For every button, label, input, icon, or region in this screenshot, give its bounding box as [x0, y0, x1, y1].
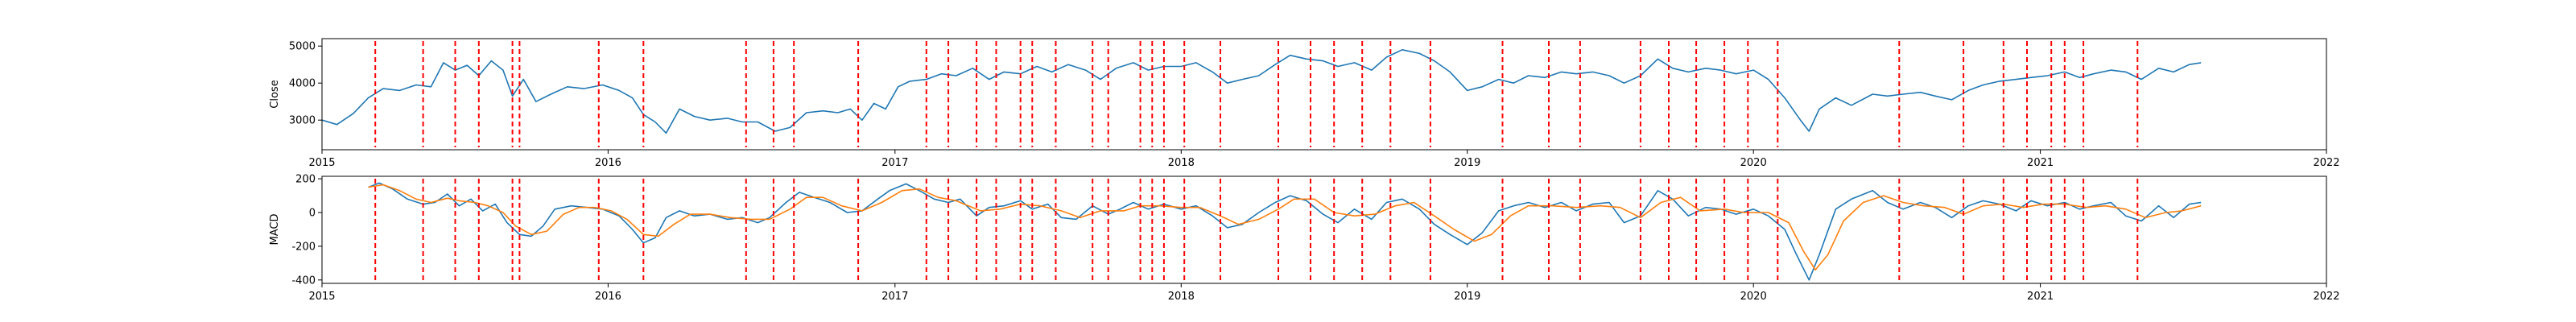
- y-tick-label: -200: [291, 241, 316, 253]
- plot-area: [322, 41, 2202, 147]
- axes-frame: [321, 38, 2327, 151]
- x-tick-label: 2017: [881, 157, 908, 169]
- x-tick-label: 2022: [2313, 157, 2339, 169]
- x-tick-label: 2019: [1454, 291, 1480, 303]
- macd-panel: MACD 2015 2016 2017 2018 2019 2020 2021 2022 -40…: [269, 174, 2340, 303]
- y-tick-label: 3000: [289, 115, 316, 127]
- y-tick-label: 5000: [289, 41, 316, 53]
- x-tick-label: 2021: [2027, 291, 2054, 303]
- x-tick-label: 2016: [595, 157, 621, 169]
- x-tick-label: 2019: [1454, 157, 1480, 169]
- x-tick-label: 2017: [881, 291, 908, 303]
- plot-area: [368, 179, 2202, 281]
- series-line-1: [322, 49, 2202, 134]
- axes-frame: [321, 175, 2327, 284]
- close-price-panel: Close 2015 2016 2017 2018 2019 2020 2021 2022 30…: [269, 38, 2340, 169]
- y-tick-label: 200: [295, 174, 316, 186]
- y-tick-label: 0: [309, 208, 316, 220]
- x-tick-label: 2016: [595, 291, 621, 303]
- x-tick-label: 2020: [1740, 157, 1767, 169]
- x-tick-label: 2015: [308, 157, 335, 169]
- series-line-2: [368, 184, 2202, 270]
- close-axis-label: Close: [269, 80, 281, 108]
- x-tick-label: 2018: [1168, 157, 1195, 169]
- x-tick-label: 2015: [308, 291, 335, 303]
- x-tick-label: 2020: [1740, 291, 1767, 303]
- x-tick-label: 2018: [1168, 291, 1195, 303]
- y-tick-label: 4000: [289, 78, 316, 90]
- x-tick-label: 2022: [2313, 291, 2339, 303]
- x-tick-label: 2021: [2027, 157, 2054, 169]
- y-tick-label: -400: [291, 275, 316, 287]
- macd-axis-label: MACD: [269, 214, 281, 246]
